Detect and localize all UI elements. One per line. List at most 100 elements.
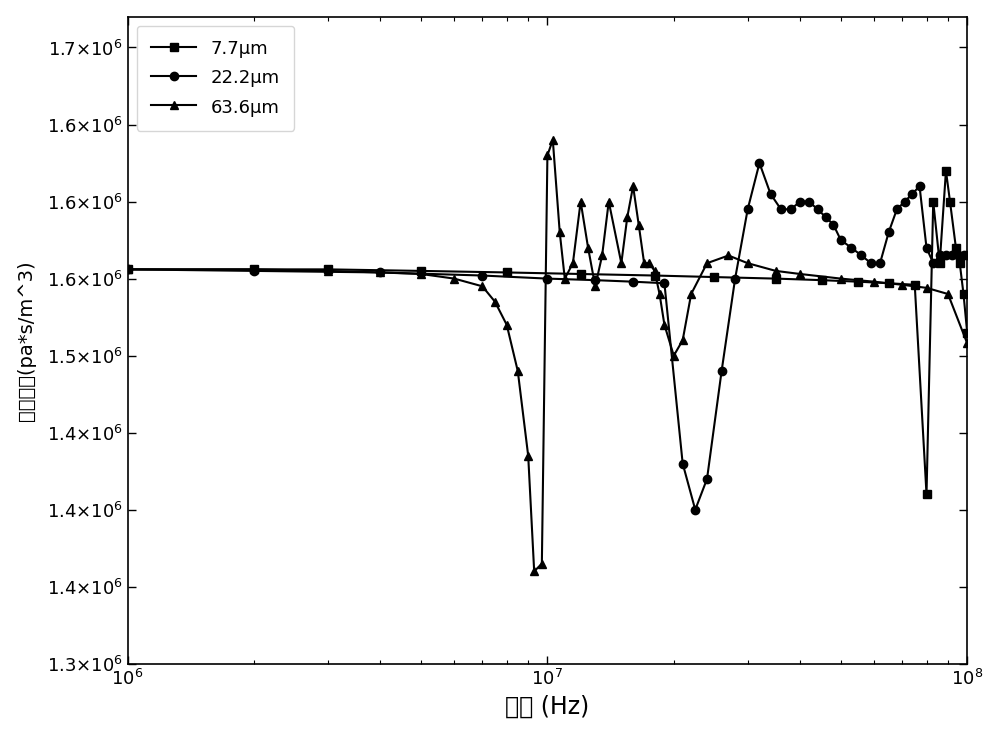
63.6μm [621,212,633,221]
22.2μm [627,277,639,286]
63.6μm [512,367,524,376]
63.6μm [649,267,661,276]
22.2μm [122,265,134,273]
7.7μm [921,490,933,499]
63.6μm [668,351,680,360]
63.6μm [582,243,594,252]
22.2μm [701,475,713,484]
63.6μm [248,265,260,273]
22.2μm [899,197,911,206]
63.6μm [633,220,645,229]
63.6μm [554,228,566,237]
Line: 22.2μm: 22.2μm [123,159,971,514]
7.7μm [954,259,966,268]
Line: 7.7μm: 7.7μm [123,167,971,498]
63.6μm [374,268,386,277]
7.7μm [770,274,782,283]
63.6μm [501,320,513,329]
63.6μm [522,451,534,460]
7.7μm [248,265,260,273]
7.7μm [816,276,828,284]
22.2μm [785,205,797,214]
22.2μm [803,197,815,206]
22.2μm [742,205,754,214]
Line: 63.6μm: 63.6μm [123,136,971,576]
63.6μm [701,259,713,268]
22.2μm [906,190,918,198]
63.6μm [559,274,571,283]
22.2μm [820,212,832,221]
22.2μm [794,197,806,206]
63.6μm [961,339,973,348]
22.2μm [658,279,670,287]
22.2μm [952,251,964,260]
63.6μm [658,320,670,329]
63.6μm [541,151,553,159]
63.6μm [896,280,908,289]
22.2μm [865,259,877,268]
63.6μm [448,274,460,283]
7.7μm [122,265,134,273]
22.2μm [248,267,260,276]
63.6μm [677,336,689,345]
63.6μm [122,265,134,273]
63.6μm [643,259,655,268]
22.2μm [689,506,701,514]
22.2μm [589,276,601,284]
63.6μm [567,259,579,268]
63.6μm [638,259,650,268]
7.7μm [415,267,427,276]
22.2μm [845,243,857,252]
22.2μm [716,367,728,376]
7.7μm [934,259,946,268]
63.6μm [722,251,734,260]
63.6μm [685,290,697,298]
7.7μm [944,197,956,206]
Y-axis label: 阻抗实部(pa*s/m^3): 阻抗实部(pa*s/m^3) [17,260,36,420]
22.2μm [874,259,886,268]
7.7μm [575,270,587,279]
63.6μm [415,270,427,279]
22.2μm [677,459,689,468]
63.6μm [921,284,933,293]
63.6μm [770,267,782,276]
63.6μm [742,259,754,268]
22.2μm [946,251,958,260]
63.6μm [835,274,847,283]
63.6μm [547,135,559,144]
22.2μm [775,205,787,214]
22.2μm [753,159,765,168]
7.7μm [961,328,973,337]
63.6μm [942,290,954,298]
63.6μm [476,282,488,291]
22.2μm [961,251,973,260]
63.6μm [615,259,627,268]
22.2μm [855,251,867,260]
63.6μm [589,282,601,291]
63.6μm [596,251,608,260]
22.2μm [921,243,933,252]
63.6μm [528,567,540,576]
63.6μm [603,197,615,206]
63.6μm [654,290,666,298]
63.6μm [322,267,334,276]
22.2μm [934,251,946,260]
22.2μm [883,228,895,237]
7.7μm [708,273,720,282]
63.6μm [627,182,639,190]
22.2μm [940,251,952,260]
7.7μm [649,271,661,280]
7.7μm [852,277,864,286]
22.2μm [927,259,939,268]
22.2μm [765,190,777,198]
63.6μm [536,559,548,568]
22.2μm [541,274,553,283]
7.7μm [958,290,970,298]
22.2μm [812,205,824,214]
22.2μm [835,236,847,245]
7.7μm [909,280,921,289]
22.2μm [958,251,970,260]
63.6μm [489,298,501,306]
22.2μm [891,205,903,214]
22.2μm [476,271,488,280]
